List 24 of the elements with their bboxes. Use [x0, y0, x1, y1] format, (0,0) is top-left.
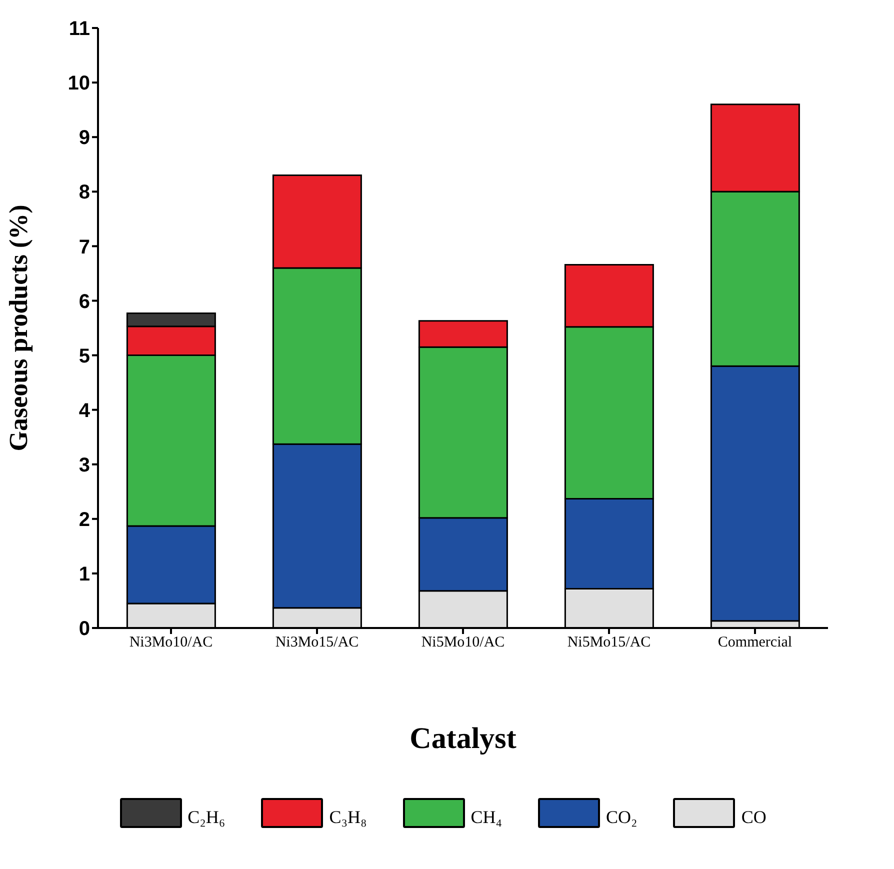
x-tick-label: Ni5Mo10/AC — [421, 634, 505, 651]
y-tick-label: 11 — [68, 18, 90, 40]
y-tick-label: 8 — [78, 182, 90, 204]
y-tick-label: 2 — [78, 509, 90, 532]
legend-label: CH₄ — [470, 807, 502, 828]
legend-label: C₃H₈ — [329, 807, 367, 828]
y-tick-label: 7 — [78, 236, 90, 258]
x-axis-title: Catalyst — [410, 722, 516, 755]
x-tick-label: Ni3Mo10/AC — [129, 634, 213, 651]
y-tick-label: 3 — [78, 454, 90, 476]
y-tick-label: 4 — [78, 400, 91, 422]
legend-label: C₂H₆ — [188, 807, 226, 828]
y-tick-label: 6 — [78, 290, 90, 313]
y-tick-label: 9 — [78, 127, 90, 150]
legend-label: CO — [741, 807, 766, 828]
x-tick-label: Ni3Mo15/AC — [275, 634, 359, 651]
x-tick-label: Ni5Mo15/AC — [567, 634, 651, 651]
y-axis-title: Gaseous products (%) — [4, 204, 34, 452]
legend-label: CO₂ — [606, 807, 638, 828]
y-tick-label: 1 — [78, 564, 90, 586]
y-tick-label: 5 — [78, 345, 90, 368]
y-tick-label: 0 — [78, 618, 90, 640]
y-tick-label: 10 — [68, 72, 90, 95]
x-tick-label: Commercial — [718, 634, 792, 651]
